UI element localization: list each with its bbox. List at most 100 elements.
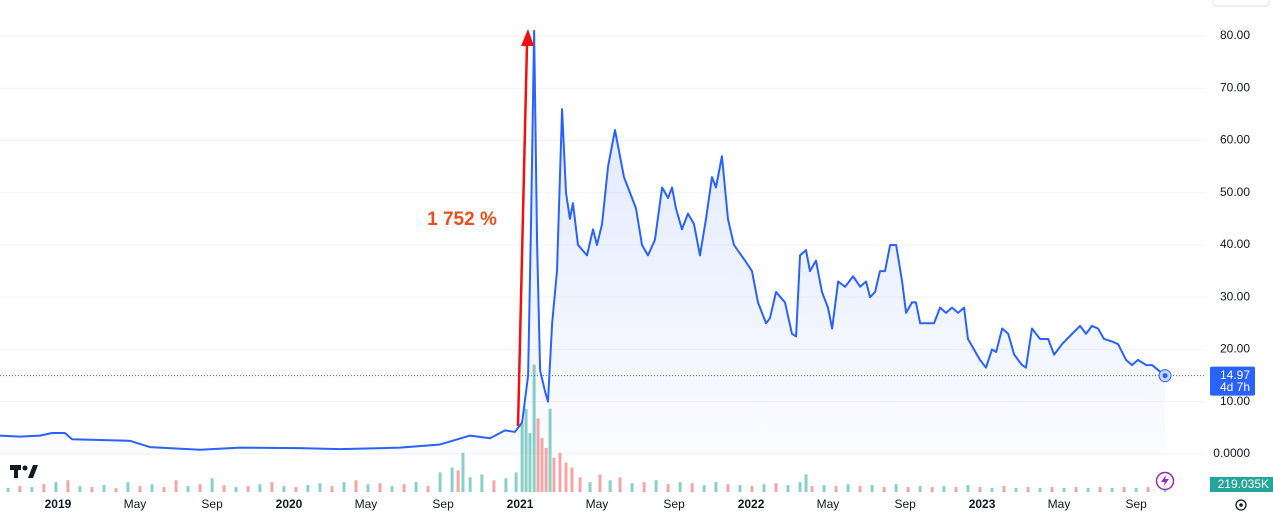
volume-bar bbox=[642, 482, 646, 492]
volume-bar bbox=[798, 482, 802, 492]
lightning-icon[interactable] bbox=[1155, 471, 1175, 491]
y-tick-label: 70.00 bbox=[1220, 80, 1250, 94]
annotation: 1 752 % bbox=[427, 209, 497, 230]
x-tick-label: Sep bbox=[1125, 497, 1147, 511]
volume-bar bbox=[690, 483, 694, 492]
volume-bar bbox=[468, 477, 472, 492]
volume-bar bbox=[318, 483, 322, 492]
volume-bar bbox=[714, 482, 718, 492]
volume-bar bbox=[1098, 487, 1102, 492]
volume-badge bbox=[1210, 477, 1273, 492]
y-tick-label: 50.00 bbox=[1220, 185, 1250, 199]
volume-bar bbox=[1062, 488, 1066, 492]
volume-bar bbox=[810, 486, 814, 492]
y-tick-label: 40.00 bbox=[1220, 237, 1250, 251]
volume-bar bbox=[666, 484, 670, 492]
volume-bar bbox=[598, 474, 602, 492]
volume-bar bbox=[558, 452, 562, 492]
volume-bar bbox=[342, 482, 346, 492]
volume-bar bbox=[544, 447, 548, 492]
volume-bar bbox=[126, 482, 130, 492]
volume-bar bbox=[270, 482, 274, 492]
price-label: 14.97 bbox=[1220, 368, 1250, 382]
top-button[interactable] bbox=[1212, 0, 1270, 7]
volume-bar bbox=[1074, 487, 1078, 492]
volume-bar bbox=[198, 484, 202, 492]
volume-bar bbox=[480, 474, 484, 492]
volume-bar bbox=[282, 486, 286, 492]
volume-bar bbox=[540, 438, 544, 492]
volume-bar bbox=[774, 483, 778, 492]
volume-bar bbox=[846, 484, 850, 492]
volume-bar bbox=[390, 486, 394, 492]
y-tick-label: 0.0000 bbox=[1213, 446, 1250, 460]
volume-bar bbox=[570, 467, 574, 492]
volume-bar bbox=[786, 485, 790, 492]
volume-bar bbox=[1038, 488, 1042, 492]
x-tick-label: May bbox=[355, 497, 378, 511]
volume-bar bbox=[114, 488, 118, 492]
price-badge bbox=[1210, 366, 1255, 396]
volume-bar bbox=[461, 452, 465, 492]
logo bbox=[10, 465, 38, 478]
volume-bar bbox=[514, 472, 518, 492]
volume-bar bbox=[678, 482, 682, 492]
volume-bar bbox=[1026, 487, 1030, 492]
volume-bar bbox=[990, 488, 994, 492]
x-tick-label: 2019 bbox=[45, 497, 72, 511]
volume-bar bbox=[42, 484, 46, 492]
volume-bar bbox=[738, 485, 742, 492]
volume-bar bbox=[492, 480, 496, 492]
volume-label: 219.035K bbox=[1218, 477, 1269, 491]
volume-bar bbox=[966, 485, 970, 492]
volume-bar bbox=[1134, 488, 1138, 492]
settings-icon[interactable] bbox=[1235, 499, 1247, 511]
volume-bar bbox=[654, 480, 658, 492]
volume-bar bbox=[294, 487, 298, 492]
y-tick-label: 80.00 bbox=[1220, 28, 1250, 42]
x-tick-label: May bbox=[1048, 497, 1071, 511]
volume-bar bbox=[330, 486, 334, 492]
volume-bar bbox=[930, 487, 934, 492]
area bbox=[0, 30, 1166, 454]
volume-bar bbox=[450, 467, 454, 492]
arrow-head bbox=[521, 29, 534, 46]
volume-bar bbox=[66, 480, 70, 492]
volume-bar bbox=[906, 487, 910, 492]
volume-bar bbox=[306, 485, 310, 492]
x-tick-label: May bbox=[124, 497, 147, 511]
volume-bar bbox=[1014, 488, 1018, 492]
x-tick-label: Sep bbox=[432, 497, 454, 511]
x-tick-label: Sep bbox=[663, 497, 685, 511]
volume-bar bbox=[354, 480, 358, 492]
volume-bar bbox=[1050, 487, 1054, 492]
volume-bar bbox=[588, 482, 592, 492]
y-tick-label: 60.00 bbox=[1220, 133, 1250, 147]
volume-bar bbox=[702, 485, 706, 492]
volume-bar bbox=[630, 483, 634, 492]
volume-bar bbox=[402, 484, 406, 492]
volume-bar bbox=[870, 485, 874, 492]
countdown: 4d 7h bbox=[1220, 380, 1250, 394]
volume-bar bbox=[894, 484, 898, 492]
volume-bar bbox=[750, 486, 754, 492]
volume-bar bbox=[1086, 488, 1090, 492]
x-tick-label: 2021 bbox=[507, 497, 534, 511]
x-tick-label: May bbox=[586, 497, 609, 511]
volume-bar bbox=[102, 485, 106, 492]
volume-bar bbox=[1110, 488, 1114, 492]
volume-bar bbox=[78, 486, 82, 492]
volume-bar bbox=[426, 486, 430, 492]
volume-bar bbox=[1163, 488, 1167, 492]
volume-bar bbox=[456, 470, 460, 492]
volume-bar bbox=[918, 486, 922, 492]
volume-bar bbox=[1002, 486, 1006, 492]
volume-bar bbox=[528, 433, 532, 492]
volume-bar bbox=[564, 462, 568, 492]
volume-bar bbox=[608, 480, 612, 492]
annotation-arrow bbox=[516, 29, 534, 427]
axis-labels: 0.0000 10.00 20.00 30.00 40.00 50.00 60.00 70.0… bbox=[45, 28, 1273, 511]
y-tick-label: 10.00 bbox=[1220, 394, 1250, 408]
y-tick-label: 20.00 bbox=[1220, 342, 1250, 356]
